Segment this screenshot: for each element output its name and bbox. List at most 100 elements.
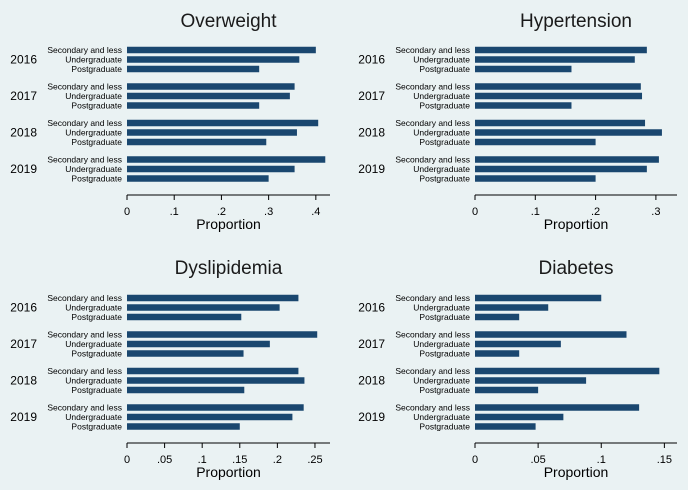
x-tick-label: .15	[232, 454, 247, 466]
category-label: Postgraduate	[419, 385, 470, 395]
bar	[475, 46, 647, 54]
bar	[475, 56, 635, 63]
category-label: Secondary and less	[395, 118, 470, 128]
x-tick-label: 0	[124, 454, 130, 466]
bar	[127, 294, 299, 302]
x-axis-label: Proportion	[544, 216, 609, 232]
x-tick-label: 0	[472, 206, 478, 218]
bar	[127, 413, 293, 421]
bar	[127, 377, 305, 384]
bar	[127, 102, 260, 109]
bar	[127, 46, 316, 54]
x-tick-label: 0	[472, 454, 478, 466]
bar	[475, 92, 643, 100]
category-label: Postgraduate	[419, 137, 470, 147]
x-tick-label: .1	[170, 206, 179, 218]
bar	[475, 350, 520, 357]
year-label: 2017	[358, 337, 385, 351]
category-label: Undergraduate	[65, 55, 122, 65]
year-label: 2019	[10, 162, 37, 176]
bar	[127, 367, 299, 375]
bar	[475, 165, 647, 173]
category-label: Secondary and less	[47, 118, 122, 128]
category-label: Postgraduate	[419, 349, 470, 359]
category-label: Secondary and less	[47, 155, 122, 165]
bar	[127, 138, 267, 146]
category-label: Postgraduate	[71, 349, 122, 359]
category-label: Undergraduate	[413, 339, 470, 349]
category-label: Postgraduate	[71, 101, 122, 111]
category-label: Postgraduate	[71, 312, 122, 322]
bar	[127, 340, 270, 348]
category-label: Postgraduate	[419, 312, 470, 322]
category-label: Undergraduate	[413, 412, 470, 422]
year-label: 2016	[10, 53, 37, 67]
bar	[127, 83, 295, 90]
year-label: 2019	[358, 410, 385, 424]
category-label: Secondary and less	[395, 330, 470, 340]
bar	[475, 313, 520, 321]
year-label: 2018	[10, 374, 37, 388]
bar	[475, 156, 659, 163]
bar	[475, 83, 641, 90]
category-label: Postgraduate	[71, 174, 122, 184]
category-label: Postgraduate	[71, 385, 122, 395]
x-tick-label: .15	[657, 454, 672, 466]
x-axis-label: Proportion	[196, 464, 261, 480]
chart-title: Dyslipidemia	[175, 258, 283, 279]
x-tick-label: .1	[531, 206, 540, 218]
category-label: Postgraduate	[419, 64, 470, 74]
x-axis-label: Proportion	[544, 464, 609, 480]
bar	[475, 129, 662, 136]
category-label: Postgraduate	[71, 64, 122, 74]
bar	[127, 386, 245, 394]
bar	[127, 175, 269, 182]
category-label: Secondary and less	[47, 293, 122, 303]
chart-title: Overweight	[180, 11, 277, 32]
bar	[475, 102, 572, 109]
category-label: Secondary and less	[47, 366, 122, 376]
bar	[127, 350, 244, 357]
year-label: 2016	[358, 301, 385, 315]
x-tick-label: .1	[597, 454, 606, 466]
category-label: Undergraduate	[413, 303, 470, 313]
bar	[127, 165, 295, 173]
bar	[475, 138, 596, 146]
x-tick-label: .2	[217, 206, 226, 218]
bar	[475, 367, 660, 375]
category-label: Secondary and less	[47, 82, 122, 92]
chart-title: Hypertension	[520, 11, 632, 32]
bar	[475, 404, 640, 411]
x-tick-label: .05	[530, 454, 545, 466]
category-label: Undergraduate	[65, 303, 122, 313]
x-tick-label: .25	[307, 454, 322, 466]
bar	[127, 404, 304, 411]
year-label: 2017	[358, 89, 385, 103]
category-label: Postgraduate	[71, 137, 122, 147]
category-label: Undergraduate	[65, 339, 122, 349]
year-label: 2017	[10, 337, 37, 351]
bar	[475, 65, 572, 73]
bar	[475, 386, 539, 394]
bar	[475, 304, 549, 311]
category-label: Postgraduate	[419, 174, 470, 184]
category-label: Undergraduate	[65, 164, 122, 174]
category-label: Secondary and less	[47, 403, 122, 413]
category-label: Postgraduate	[419, 101, 470, 111]
bar	[475, 331, 627, 338]
x-tick-label: 0	[124, 206, 130, 218]
category-label: Undergraduate	[413, 376, 470, 386]
year-label: 2018	[358, 126, 385, 140]
x-tick-label: .2	[591, 206, 600, 218]
category-label: Undergraduate	[413, 91, 470, 101]
bar	[475, 175, 596, 182]
bar	[127, 423, 240, 430]
category-label: Undergraduate	[413, 164, 470, 174]
bar	[475, 294, 602, 302]
x-tick-label: .05	[157, 454, 172, 466]
bar	[127, 65, 260, 73]
category-label: Secondary and less	[47, 45, 122, 55]
category-label: Postgraduate	[419, 422, 470, 432]
category-label: Postgraduate	[71, 422, 122, 432]
